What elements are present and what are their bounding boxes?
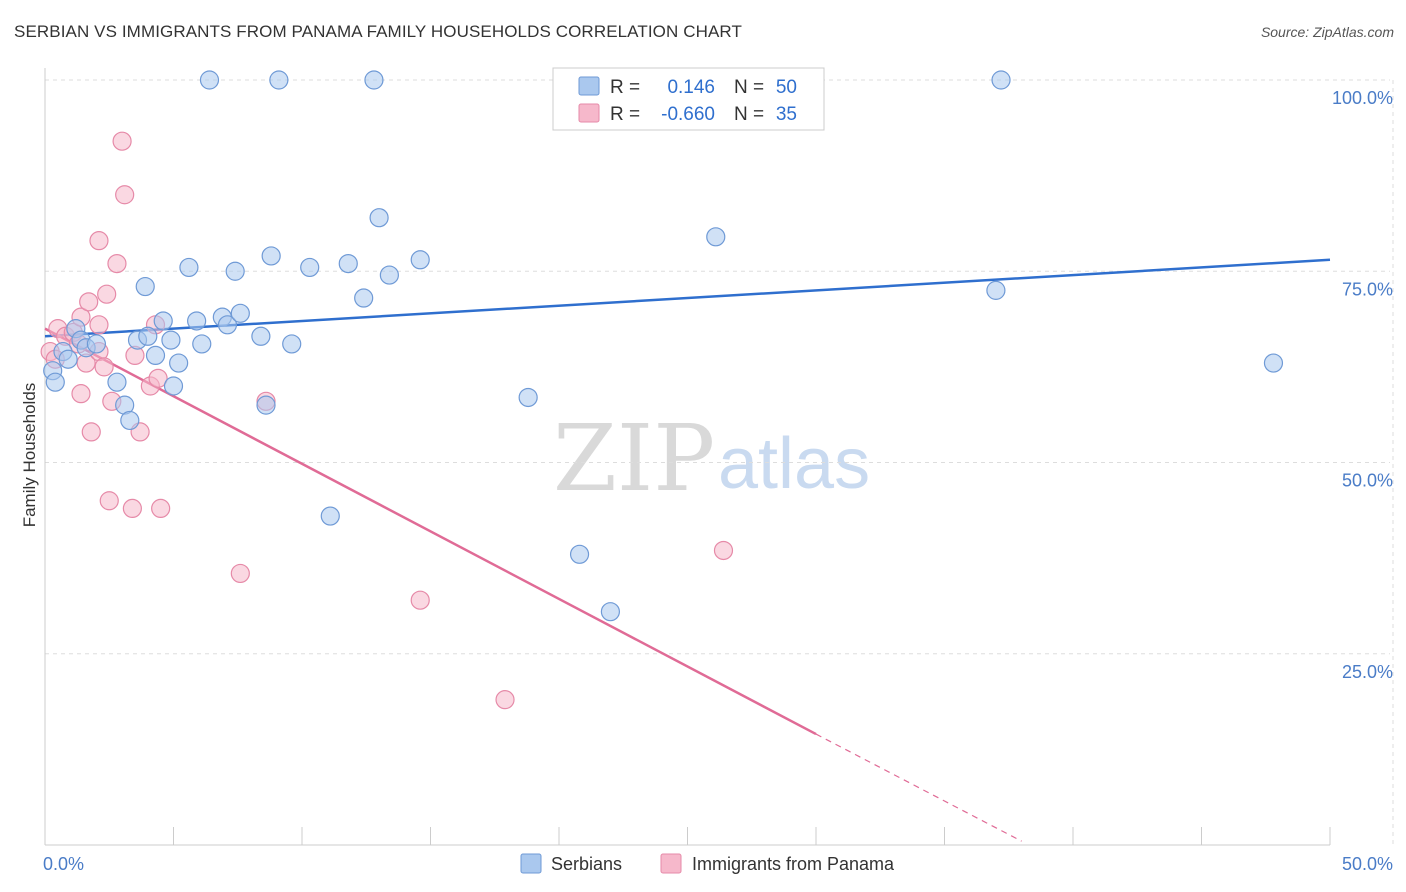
- legend-n-value-1: 50: [776, 77, 797, 98]
- axes: 100.0% 75.0% 50.0% 25.0% 0.0% 50.0%: [43, 68, 1393, 874]
- point-serbians-33: [320, 506, 340, 526]
- bottom-legend-panama: Immigrants from Panama: [692, 854, 895, 874]
- legend-r-value-2: -0.660: [661, 104, 715, 125]
- point-serbians-29: [261, 246, 281, 266]
- point-serbians-27: [251, 326, 271, 346]
- point-serbians-20: [187, 311, 207, 331]
- point-panama-9: [79, 292, 99, 312]
- point-serbians-40: [518, 387, 538, 408]
- point-serbians-21: [192, 334, 212, 354]
- legend-r-value-1: 0.146: [667, 77, 715, 98]
- point-panama-28: [230, 563, 250, 584]
- point-serbians-41: [569, 544, 590, 564]
- point-serbians-34: [338, 254, 358, 274]
- point-panama-26: [148, 368, 168, 388]
- point-serbians-16: [161, 330, 181, 350]
- point-panama-13: [89, 231, 109, 251]
- point-serbians-36: [364, 70, 384, 90]
- point-panama-14: [94, 357, 114, 377]
- chart-title: SERBIAN VS IMMIGRANTS FROM PANAMA FAMILY…: [14, 22, 742, 41]
- legend-r-label-1: R =: [610, 77, 640, 98]
- legend-swatch-serbians: [578, 76, 600, 96]
- stats-legend: R = 0.146 N = 50 R = -0.660 N = 35: [552, 67, 825, 131]
- point-serbians-44: [986, 280, 1006, 300]
- point-serbians-32: [300, 257, 320, 278]
- legend-n-value-2: 35: [776, 104, 797, 125]
- point-serbians-7: [86, 334, 107, 354]
- point-panama-31: [495, 690, 515, 710]
- x-tick-label-1: 50.0%: [1342, 854, 1393, 874]
- point-serbians-26: [230, 303, 250, 323]
- point-serbians-42: [600, 602, 621, 622]
- legend-r-label-2: R =: [610, 104, 640, 125]
- point-serbians-13: [138, 326, 158, 346]
- trend-lines: [44, 258, 1331, 842]
- point-serbians-45: [991, 70, 1011, 90]
- point-serbians-24: [217, 315, 238, 335]
- point-panama-20: [115, 185, 135, 205]
- point-serbians-14: [145, 345, 166, 365]
- watermark-zip: ZIP: [553, 405, 715, 512]
- y-tick-label-2: 50.0%: [1342, 471, 1393, 491]
- point-serbians-10: [120, 410, 140, 431]
- point-serbians-30: [269, 70, 289, 90]
- point-panama-27: [151, 498, 171, 518]
- point-serbians-17: [163, 376, 184, 396]
- y-axis-label: Family Households: [20, 383, 39, 528]
- point-serbians-12: [135, 276, 155, 297]
- point-panama-32: [713, 540, 734, 561]
- gridlines: [45, 79, 1394, 845]
- point-serbians-28: [256, 395, 276, 415]
- point-panama-10: [81, 422, 101, 442]
- point-serbians-46: [1263, 353, 1284, 373]
- point-serbians-38: [379, 265, 399, 285]
- point-serbians-39: [410, 250, 430, 270]
- point-serbians-1: [45, 372, 65, 392]
- point-serbians-31: [282, 334, 302, 354]
- point-serbians-25: [225, 261, 245, 281]
- point-serbians-15: [153, 311, 173, 331]
- watermark-atlas: atlas: [718, 424, 870, 504]
- point-serbians-22: [199, 70, 220, 90]
- y-tick-label-0: 100.0%: [1332, 88, 1393, 108]
- point-panama-12: [89, 315, 109, 335]
- point-serbians-35: [354, 288, 374, 308]
- point-panama-15: [97, 284, 117, 304]
- bottom-legend-swatch-serbians: [520, 853, 542, 874]
- bottom-legend-swatch-panama: [660, 853, 682, 874]
- point-serbians-43: [706, 227, 726, 247]
- point-serbians-18: [169, 353, 189, 373]
- point-panama-18: [107, 254, 127, 274]
- trend-line-serbians: [44, 258, 1331, 338]
- y-tick-label-1: 75.0%: [1342, 279, 1393, 299]
- legend-swatch-panama: [578, 103, 600, 123]
- point-serbians-8: [107, 372, 127, 392]
- point-panama-21: [122, 498, 142, 518]
- trend-line-panama-extension: [815, 733, 1022, 842]
- point-panama-16: [99, 491, 119, 511]
- series-legend: Serbians Immigrants from Panama: [520, 853, 895, 874]
- point-panama-8: [71, 384, 91, 404]
- trend-line-panama: [44, 327, 817, 736]
- point-panama-19: [112, 131, 132, 151]
- point-serbians-3: [58, 349, 78, 369]
- data-points: [40, 70, 1284, 710]
- point-serbians-37: [369, 208, 389, 228]
- y-tick-label-3: 25.0%: [1342, 662, 1393, 682]
- source-credit: Source: ZipAtlas.com: [1260, 24, 1394, 40]
- legend-n-label-1: N =: [734, 77, 764, 98]
- legend-n-label-2: N =: [734, 104, 764, 125]
- bottom-legend-serbians: Serbians: [551, 854, 622, 874]
- x-tick-label-0: 0.0%: [43, 854, 84, 874]
- point-panama-30: [410, 590, 430, 610]
- point-serbians-19: [179, 257, 199, 278]
